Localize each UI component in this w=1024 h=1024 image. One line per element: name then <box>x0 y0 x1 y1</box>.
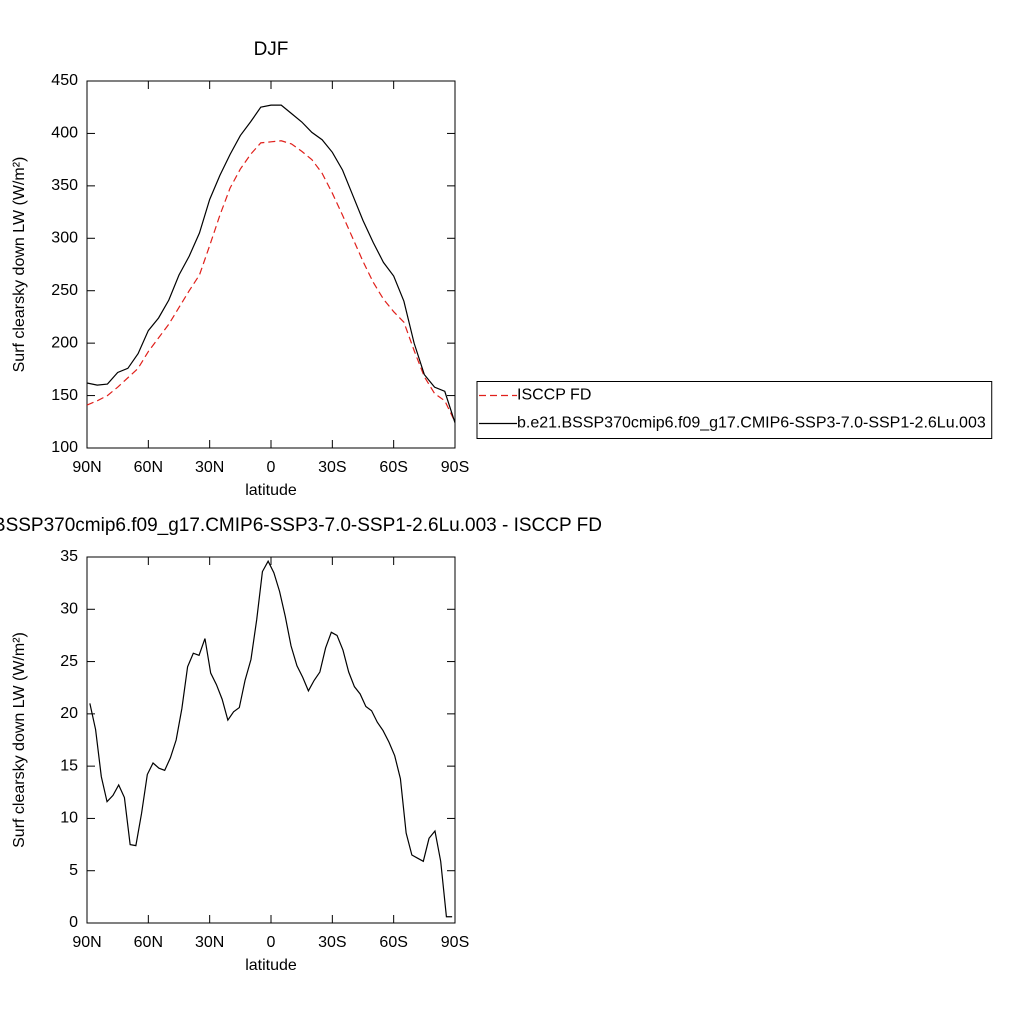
x-tick-label: 0 <box>267 934 276 951</box>
y-tick-label: 25 <box>60 653 78 670</box>
chart-title: DJF <box>254 39 289 60</box>
y-tick-label: 350 <box>51 177 78 194</box>
legend-label: b.e21.BSSP370cmip6.f09_g17.CMIP6-SSP3-7.… <box>517 415 986 432</box>
y-tick-label: 20 <box>60 705 78 722</box>
y-tick-label: 150 <box>51 387 78 404</box>
data-line <box>86 104 456 424</box>
y-tick-label: 400 <box>51 125 78 142</box>
x-axis-label: latitude <box>245 482 297 499</box>
legend-label: ISCCP FD <box>517 387 591 404</box>
x-tick-label: 90N <box>72 934 101 951</box>
x-tick-label: 90S <box>441 459 469 476</box>
chart-title: b.e21.BSSP370cmip6.f09_g17.CMIP6-SSP3-7.… <box>0 515 602 536</box>
y-tick-label: 35 <box>60 548 78 565</box>
data-line <box>89 559 453 918</box>
y-tick-label: 300 <box>51 230 78 247</box>
y-tick-label: 200 <box>51 334 78 351</box>
y-tick-label: 10 <box>60 810 78 827</box>
y-tick-label: 15 <box>60 757 78 774</box>
y-tick-label: 450 <box>51 72 78 89</box>
x-tick-label: 30N <box>195 934 224 951</box>
data-line <box>86 140 456 423</box>
y-axis-label: Surf clearsky down LW (W/m²) <box>11 632 28 848</box>
x-tick-label: 0 <box>267 459 276 476</box>
x-tick-label: 60S <box>379 459 407 476</box>
y-tick-label: 100 <box>51 439 78 456</box>
x-tick-label: 90S <box>441 934 469 951</box>
y-tick-label: 30 <box>60 601 78 618</box>
x-tick-label: 60N <box>134 459 163 476</box>
y-tick-label: 0 <box>69 914 78 931</box>
y-tick-label: 250 <box>51 282 78 299</box>
y-axis-label: Surf clearsky down LW (W/m²) <box>11 157 28 373</box>
x-axis-label: latitude <box>245 957 297 974</box>
x-tick-label: 30N <box>195 459 224 476</box>
y-tick-label: 5 <box>69 862 78 879</box>
plot-frame <box>86 556 456 924</box>
x-tick-label: 90N <box>72 459 101 476</box>
x-tick-label: 30S <box>318 459 346 476</box>
x-tick-label: 60N <box>134 934 163 951</box>
legend-box <box>476 381 993 439</box>
x-tick-label: 60S <box>379 934 407 951</box>
x-tick-label: 30S <box>318 934 346 951</box>
plot-frame <box>86 80 456 449</box>
